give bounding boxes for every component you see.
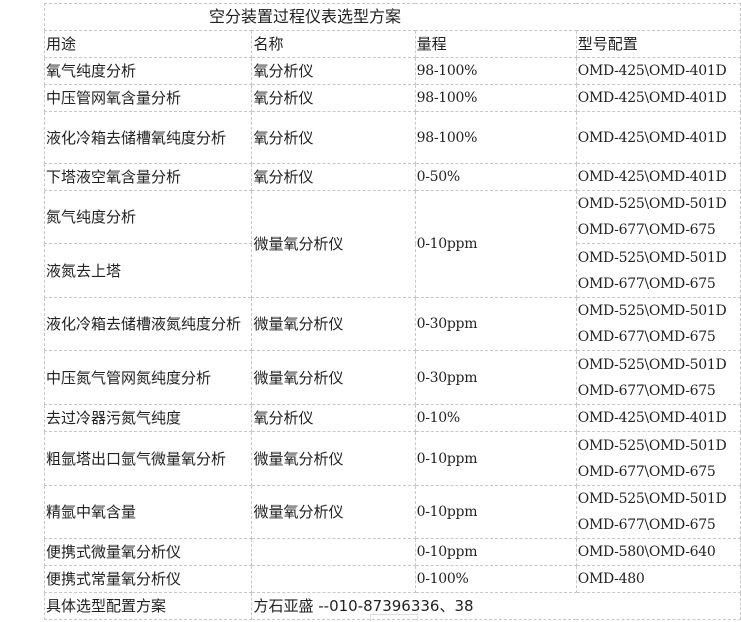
name-cell: 微量氧分析仪 (251, 350, 416, 405)
table-row: 精氩中氧含量 微量氧分析仪 0-10ppm OMD-525\OMD-501D OMD-6… (43, 485, 741, 539)
table-row: 氧气纯度分析 氧分析仪 98-100% OMD-425\OMD-401D (43, 57, 741, 85)
model-item: OMD-425\OMD-401D (577, 169, 727, 185)
model-item: OMD-525\OMD-501D (577, 356, 727, 373)
table-row: 便携式微量氧分析仪 0-10ppm OMD-580\OMD-640 (43, 538, 741, 566)
model-item: OMD-677\OMD-675 (577, 382, 716, 399)
models-cell: OMD-525\OMD-501D OMD-677\OMD-675 (575, 190, 741, 244)
models-cell: OMD-525\OMD-501D OMD-677\OMD-675 (575, 350, 741, 405)
name-cell: 微量氧分析仪 (251, 190, 416, 298)
model-item: OMD-425\OMD-401D (577, 129, 727, 146)
use-cell: 液化冷箱去储槽液氮纯度分析 (43, 297, 253, 351)
models-cell: OMD-580\OMD-640 (575, 538, 741, 566)
table-title: 空分装置过程仪表选型方案 (44, 3, 741, 31)
models-cell: OMD-425\OMD-401D (575, 84, 741, 112)
use-cell: 下塔液空氧含量分析 (43, 163, 253, 191)
models-cell: OMD-480 (575, 565, 741, 593)
header-use: 用途 (43, 30, 253, 58)
range-cell: 98-100% (414, 57, 577, 85)
name-cell: 微量氧分析仪 (251, 485, 416, 539)
name-cell: 氧分析仪 (251, 404, 416, 432)
model-item: OMD-525\OMD-501D (577, 196, 727, 212)
name-cell: 氧分析仪 (251, 57, 416, 85)
models-cell: OMD-425\OMD-401D (575, 404, 741, 432)
model-item: OMD-525\OMD-501D (577, 249, 727, 266)
model-item: OMD-425\OMD-401D (577, 63, 727, 79)
range-cell: 0-50% (414, 163, 577, 191)
name-cell: 氧分析仪 (251, 111, 416, 164)
header-models: 型号配置 (575, 30, 741, 58)
table-row: 中压管网氧含量分析 氧分析仪 98-100% OMD-425\OMD-401D (43, 84, 741, 112)
model-item: OMD-677\OMD-675 (577, 463, 716, 480)
model-item: OMD-677\OMD-675 (577, 275, 716, 292)
use-cell: 便携式微量氧分析仪 (43, 538, 253, 566)
use-cell: 液化冷箱去储槽氧纯度分析 (43, 111, 253, 164)
use-cell: 中压管网氧含量分析 (43, 84, 253, 112)
models-cell: OMD-425\OMD-401D (575, 163, 741, 191)
model-item: OMD-525\OMD-501D (577, 437, 727, 454)
models-cell: OMD-425\OMD-401D (575, 111, 741, 164)
range-cell: 98-100% (414, 111, 577, 164)
model-item: OMD-480 (577, 571, 645, 587)
model-item: OMD-677\OMD-675 (577, 222, 716, 238)
scroll-marker (370, 614, 418, 621)
range-cell: 0-10ppm (414, 190, 577, 298)
footer-label: 具体选型配置方案 (43, 592, 253, 620)
table-row: 液氮去上塔 OMD-525\OMD-501D OMD-677\OMD-675 (43, 243, 741, 298)
footer-row: 具体选型配置方案 方石亚盛 --010-87396336、38 (43, 592, 741, 620)
table-row: 去过冷器污氮气纯度 氧分析仪 0-10% OMD-425\OMD-401D (43, 404, 741, 432)
name-cell (251, 538, 416, 566)
range-cell: 0-30ppm (414, 297, 577, 351)
models-cell: OMD-525\OMD-501D OMD-677\OMD-675 (575, 431, 741, 486)
header-row: 用途 名称 量程 型号配置 (43, 30, 741, 58)
table-row: 粗氩塔出口氩气微量氧分析 微量氧分析仪 0-10ppm OMD-525\OMD-501… (43, 431, 741, 486)
models-cell: OMD-525\OMD-501D OMD-677\OMD-675 (575, 243, 741, 298)
model-item: OMD-677\OMD-675 (577, 517, 716, 533)
table-row: 液化冷箱去储槽液氮纯度分析 微量氧分析仪 0-30ppm OMD-525\OMD-50… (43, 297, 741, 351)
title-row: 空分装置过程仪表选型方案 (44, 3, 741, 31)
range-cell: 0-10% (414, 404, 577, 432)
table-row: 中压氮气管网氮纯度分析 微量氧分析仪 0-30ppm OMD-525\OMD-501D… (43, 350, 741, 405)
use-cell: 粗氩塔出口氩气微量氧分析 (43, 431, 253, 486)
range-cell: 0-10ppm (414, 538, 577, 566)
name-cell (251, 565, 416, 593)
model-item: OMD-677\OMD-675 (577, 329, 716, 345)
table-row: 氮气纯度分析 微量氧分析仪 0-10ppm OMD-525\OMD-501D OMD-6… (43, 190, 741, 298)
model-item: OMD-525\OMD-501D (577, 303, 727, 319)
footer-contact: 方石亚盛 --010-87396336、38 (251, 592, 741, 620)
use-cell: 中压氮气管网氮纯度分析 (43, 350, 253, 405)
header-name: 名称 (251, 30, 416, 58)
use-cell: 便携式常量氧分析仪 (43, 565, 253, 593)
model-item: OMD-425\OMD-401D (577, 410, 727, 426)
models-cell: OMD-525\OMD-501D OMD-677\OMD-675 (575, 485, 741, 539)
model-item: OMD-425\OMD-401D (577, 90, 727, 106)
model-item: OMD-525\OMD-501D (577, 491, 727, 507)
range-cell: 0-10ppm (414, 485, 577, 539)
name-cell: 氧分析仪 (251, 163, 416, 191)
use-cell: 精氩中氧含量 (43, 485, 253, 539)
use-cell: 去过冷器污氮气纯度 (43, 404, 253, 432)
range-cell: 0-30ppm (414, 350, 577, 405)
name-cell: 微量氧分析仪 (251, 297, 416, 351)
table-row: 下塔液空氧含量分析 氧分析仪 0-50% OMD-425\OMD-401D (43, 163, 741, 191)
instrument-selection-table: 空分装置过程仪表选型方案 用途 名称 量程 型号配置 氧气纯度分析 氧分析仪 98-… (43, 3, 741, 620)
name-cell: 微量氧分析仪 (251, 431, 416, 486)
range-cell: 0-100% (414, 565, 577, 593)
models-cell: OMD-425\OMD-401D (575, 57, 741, 85)
header-range: 量程 (414, 30, 577, 58)
models-cell: OMD-525\OMD-501D OMD-677\OMD-675 (575, 297, 741, 351)
use-cell: 液氮去上塔 (43, 243, 253, 298)
table-row: 液化冷箱去储槽氧纯度分析 氧分析仪 98-100% OMD-425\OMD-401D (43, 111, 741, 164)
range-cell: 98-100% (414, 84, 577, 112)
table-row: 便携式常量氧分析仪 0-100% OMD-480 (43, 565, 741, 593)
use-cell: 氧气纯度分析 (43, 57, 253, 85)
use-cell: 氮气纯度分析 (43, 190, 253, 244)
name-cell: 氧分析仪 (251, 84, 416, 112)
model-item: OMD-580\OMD-640 (577, 544, 716, 560)
range-cell: 0-10ppm (414, 431, 577, 486)
